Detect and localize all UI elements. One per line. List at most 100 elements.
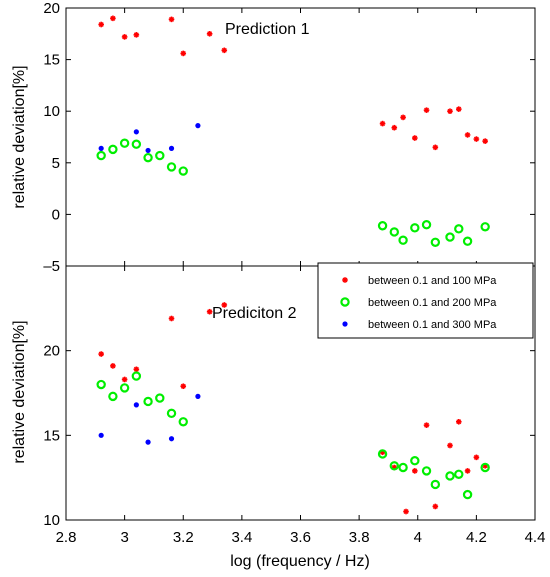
legend-marker-1 (342, 277, 348, 283)
data-point (432, 144, 439, 151)
data-point (398, 462, 408, 473)
data-point (430, 479, 441, 490)
x-tick-label: 3 (120, 529, 128, 546)
panel-1-y-tick-labels: –5 0 5 10 15 20 (43, 0, 60, 275)
data-point (168, 16, 175, 23)
data-point (473, 454, 480, 461)
data-point (206, 308, 213, 315)
legend-marker-3 (342, 321, 348, 327)
data-point (119, 383, 130, 393)
data-point (96, 379, 106, 390)
series-1 (98, 302, 488, 515)
panel-1-y-axis-label: relative deviation[%] (11, 65, 28, 208)
data-point (377, 221, 388, 231)
data-point (221, 47, 228, 54)
panel-2-points (96, 302, 490, 515)
data-point (195, 393, 201, 399)
data-point (377, 449, 388, 459)
data-point (133, 366, 140, 373)
data-point (432, 503, 439, 510)
legend: between 0.1 and 100 MPa between 0.1 and … (317, 262, 534, 339)
x-tick-label: 3.4 (231, 529, 252, 546)
x-axis-label: log (frequency / Hz) (230, 553, 370, 570)
data-point (145, 147, 151, 154)
y-tick-label: –5 (43, 258, 60, 275)
data-point (108, 144, 118, 155)
legend-markers (340, 277, 350, 327)
x-tick-label: 4.4 (525, 529, 546, 546)
data-point (133, 402, 139, 408)
data-point (482, 138, 488, 144)
data-point (391, 124, 398, 131)
data-point (145, 439, 151, 445)
data-point (166, 162, 177, 172)
series-3 (98, 123, 201, 154)
data-point (166, 408, 177, 419)
y-tick-label: 0 (52, 206, 60, 223)
panel-1-frame (65, 7, 536, 267)
data-point (98, 432, 104, 438)
legend-marker-2 (340, 297, 350, 307)
data-point (119, 138, 130, 148)
series-2 (96, 138, 490, 247)
data-point (412, 468, 418, 474)
panel-2-title: Prediciton 2 (212, 305, 297, 322)
data-point (389, 461, 399, 471)
y-tick-label: 5 (52, 155, 60, 172)
data-point (403, 508, 409, 515)
data-point (447, 442, 453, 449)
data-point (131, 371, 142, 381)
data-point (96, 150, 106, 161)
data-point (155, 393, 165, 403)
data-point (398, 235, 408, 245)
x-tick-label: 3.6 (290, 529, 311, 546)
data-point (464, 132, 471, 138)
data-point (445, 471, 455, 481)
data-point (121, 376, 128, 383)
data-point (168, 436, 175, 442)
data-point (410, 223, 420, 233)
y-tick-label: 10 (43, 512, 60, 529)
panel-prediction-1: –5 0 5 10 15 20 Prediction 1 relative deviati… (11, 0, 536, 275)
data-point (133, 32, 140, 38)
panel-1-points (96, 15, 490, 247)
data-point (178, 166, 188, 176)
data-point (221, 302, 228, 308)
data-point (168, 315, 175, 322)
data-point (143, 152, 153, 163)
data-point (98, 351, 104, 357)
data-point (108, 391, 118, 402)
data-point (462, 489, 473, 500)
y-tick-label: 20 (43, 0, 60, 17)
panel-2-y-axis-label: relative deviation[%] (11, 320, 28, 463)
panel-1-title: Prediction 1 (225, 21, 310, 38)
data-point (121, 34, 128, 40)
x-tick-label: 4 (414, 529, 422, 546)
legend-entry-1: between 0.1 and 100 MPa (368, 275, 497, 287)
data-point (206, 31, 213, 37)
data-point (447, 108, 453, 114)
y-tick-label: 15 (43, 52, 60, 69)
data-point (421, 466, 432, 476)
data-point (410, 456, 420, 466)
data-point (445, 232, 455, 242)
data-point (423, 422, 430, 428)
data-point (180, 50, 187, 57)
data-point (195, 123, 201, 129)
data-point (480, 462, 490, 473)
data-point (455, 106, 462, 112)
series-3 (98, 393, 201, 445)
x-tick-label: 4.2 (466, 529, 487, 546)
data-point (430, 237, 441, 247)
data-point (389, 227, 399, 237)
x-tick-label: 3.2 (173, 529, 194, 546)
data-point (133, 129, 139, 135)
data-point (98, 21, 104, 28)
data-point (454, 224, 464, 234)
data-point (98, 145, 104, 151)
data-point (131, 139, 142, 149)
data-point (412, 135, 418, 141)
data-point (168, 145, 175, 151)
data-point (473, 136, 480, 142)
